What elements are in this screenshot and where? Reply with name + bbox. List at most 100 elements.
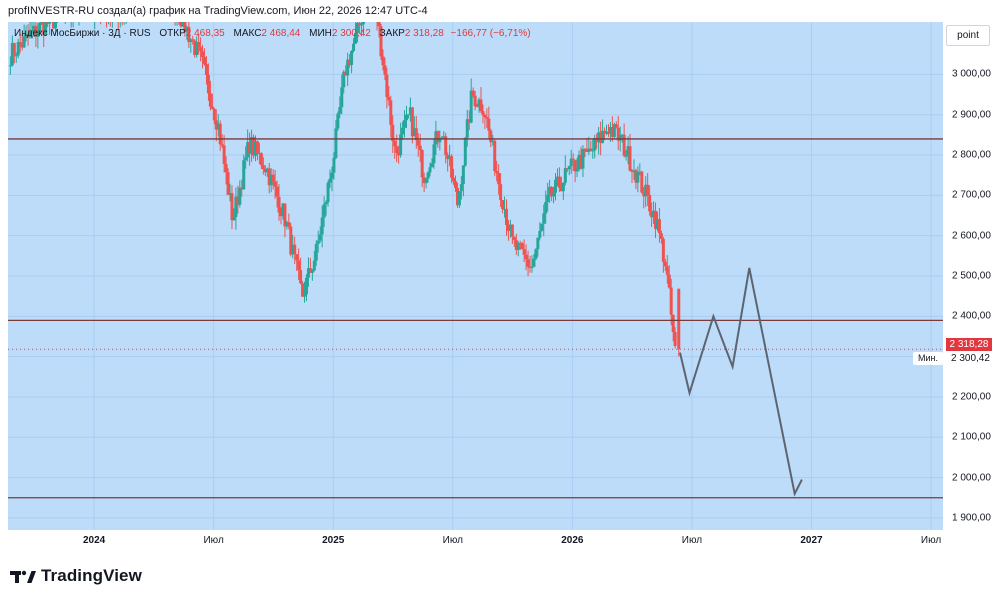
chart-pane[interactable]: Индекс МосБиржи · 3Д · RUS ОТКР2 468,35 … [8,22,943,530]
candle-body [626,146,630,156]
candle-body [197,41,201,48]
unit-toggle-button[interactable]: point [946,25,990,46]
time-axis-label: 2024 [82,535,106,546]
candle-body [53,22,57,29]
candle-body [512,236,516,241]
candle-body [401,127,405,135]
price-scale[interactable]: 1 900,00 2 000,00 2 100,00 2 200,00 2 400,00… [943,22,1000,530]
candle-body [18,42,22,45]
candle-body [185,26,189,32]
candle-body [397,152,401,156]
candle-body [640,171,644,193]
candle-body [448,156,452,160]
candle-body [383,65,387,75]
candle-body [10,43,14,66]
candle-body [463,137,467,166]
candle-body [201,51,205,58]
candle-body [655,219,659,230]
candle-body [426,172,430,179]
legend-high-label: МАКС [233,28,262,39]
candle-body [244,157,248,161]
candle-body [430,163,434,168]
candle-body [346,59,350,76]
candle-body [618,134,622,141]
candle-body [601,130,605,143]
candle-body [393,140,397,147]
candle-body [432,144,436,164]
brand-logo[interactable]: TradingView [10,566,142,586]
price-scale-label: 2 700,00 [952,189,991,201]
chart-caption: profINVESTR-RU создал(а) график на Tradi… [8,5,428,17]
candle-body [416,140,420,146]
candle-body [461,165,465,185]
time-axis-label: 2027 [800,535,823,546]
candle-body [604,131,608,134]
candle-body [546,194,550,203]
price-scale-label: 2 200,00 [952,391,991,403]
candle-body [634,170,638,183]
candle-body [595,138,599,143]
candle-body [597,132,601,143]
candle-body [287,222,291,227]
candle-body [663,261,667,267]
candle-body [246,142,250,158]
candle-body [191,39,195,41]
candle-body [232,217,236,221]
time-axis-label: Июл [920,535,942,546]
candle-body [342,71,346,88]
candle-body [557,176,561,188]
candle-body [652,210,656,218]
time-axis-label: Июл [203,535,224,546]
candle-body [236,196,240,205]
candle-body [506,225,510,231]
candle-body [240,187,244,190]
candle-body [316,240,320,244]
candle-body [563,168,567,183]
candle-body [269,174,273,186]
time-axis[interactable]: 2024 Июл 2025 Июл 2026 Июл 2027 Июл [8,530,943,550]
candle-body [471,90,475,96]
candle-body [536,237,540,250]
candle-body [585,149,589,152]
candle-body [44,22,48,35]
candle-body [514,240,518,250]
candle-body [306,268,310,278]
tradingview-logo-icon [10,570,36,583]
price-scale-label: 1 900,00 [952,512,991,524]
candle-body [379,26,383,57]
candle-body [559,187,563,192]
candle-body [210,106,214,109]
candle-body [565,168,569,170]
candle-body [338,107,342,114]
candle-body [248,142,252,154]
candle-body [491,140,495,143]
candle-body [550,186,554,197]
candle-body [665,266,669,275]
price-chart[interactable] [8,22,943,530]
candle-body [352,43,356,51]
candle-body [524,254,528,260]
candle-body [203,57,207,65]
candle-body [657,219,661,234]
candle-body [497,173,501,185]
candle-body [544,202,548,214]
candle-body [555,176,559,180]
candle-body [454,181,458,188]
candle-body [459,184,463,192]
grid-layer [8,22,943,530]
candle-body [552,192,556,197]
candle-body [34,25,38,37]
candle-body [255,141,259,153]
candle-body [234,196,238,218]
candle-body [579,154,583,169]
candle-body [385,74,389,98]
candle-body [199,47,203,52]
candle-body [510,224,514,237]
min-price-value: 2 300,42 [951,353,990,364]
legend-open-label: ОТКР [159,28,186,39]
legend-low-value: 2 300,42 [331,28,371,39]
candle-body [24,34,28,37]
candle-body [340,87,344,108]
candle-body [332,157,336,173]
candle-body [414,128,418,141]
